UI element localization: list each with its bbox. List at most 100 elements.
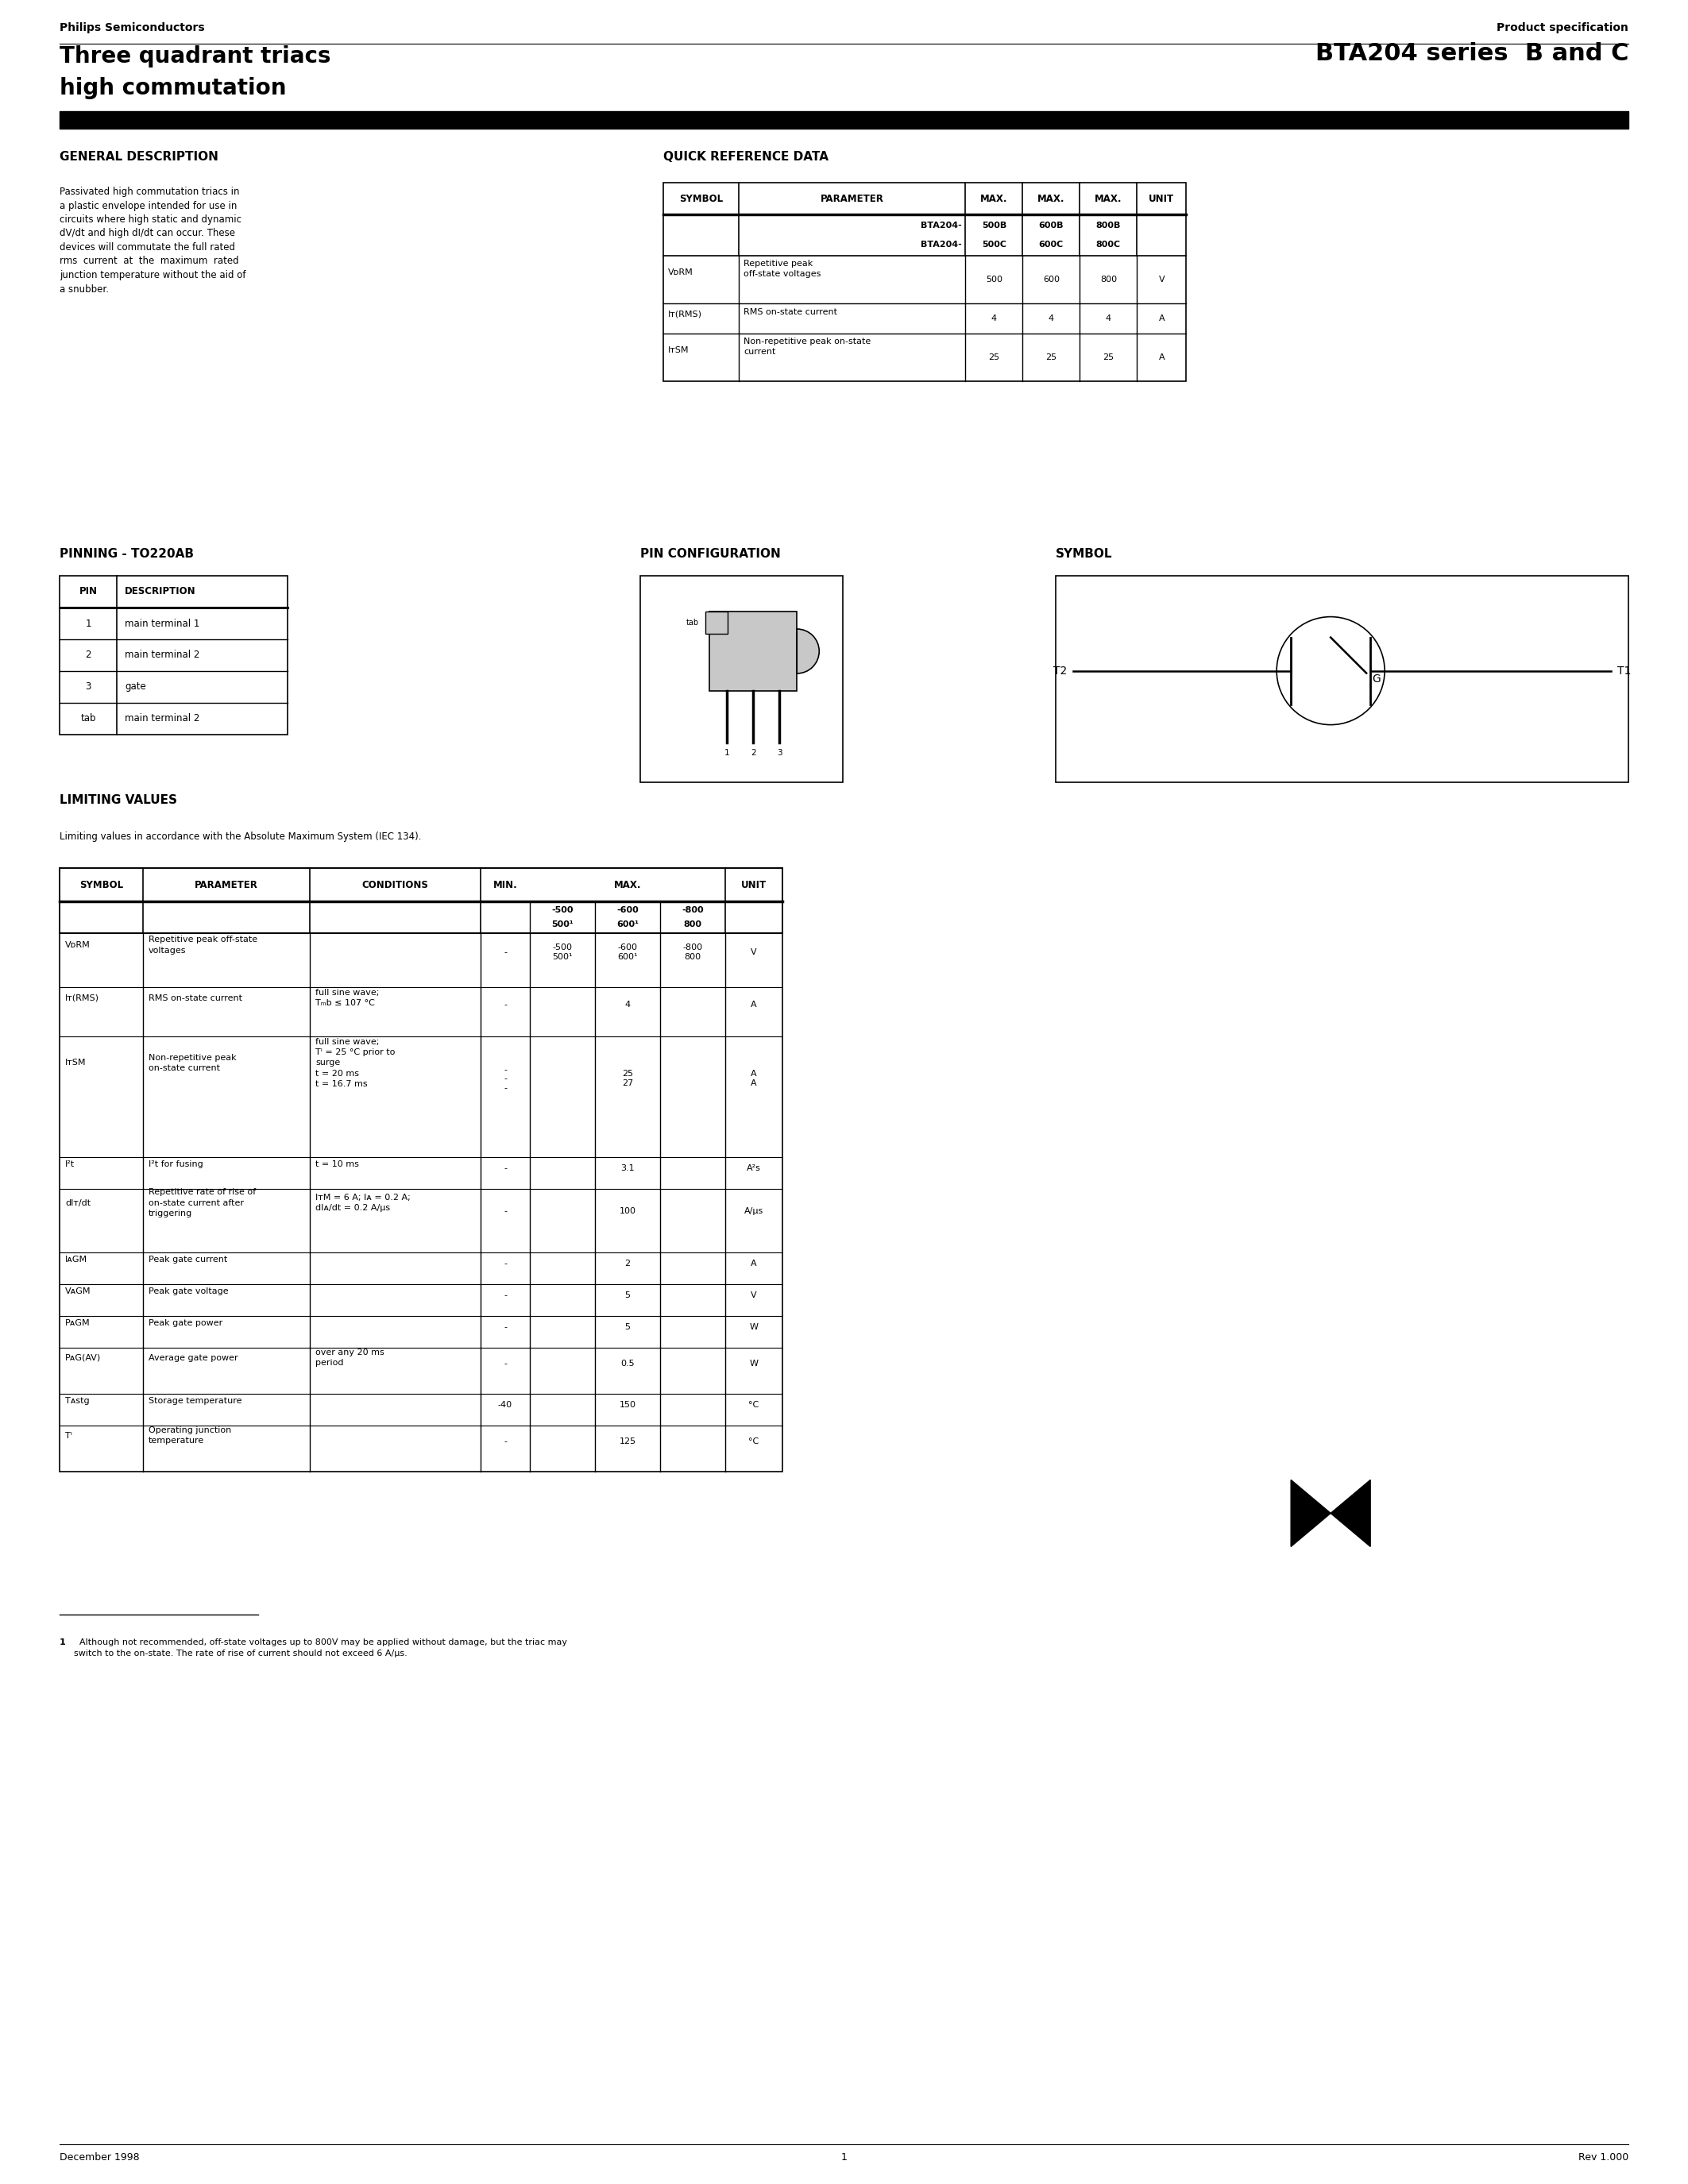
- Text: -: -: [503, 1361, 506, 1367]
- Text: PᴀG(AV): PᴀG(AV): [66, 1354, 101, 1363]
- Text: t = 10 ms: t = 10 ms: [316, 1160, 360, 1168]
- Text: 1: 1: [724, 749, 729, 758]
- Text: -: -: [503, 1164, 506, 1173]
- Text: MAX.: MAX.: [1038, 194, 1065, 203]
- Bar: [709, 612, 797, 690]
- Text: Three quadrant triacs: Three quadrant triacs: [59, 46, 331, 68]
- Text: full sine wave;
Tᴵ = 25 °C prior to
surge
t = 20 ms
t = 16.7 ms: full sine wave; Tᴵ = 25 °C prior to surg…: [316, 1037, 395, 1088]
- Text: 1: 1: [84, 618, 91, 629]
- Text: T1: T1: [1617, 666, 1631, 677]
- Text: Non-repetitive peak on-state
current: Non-repetitive peak on-state current: [744, 339, 871, 356]
- Text: Storage temperature: Storage temperature: [149, 1398, 241, 1404]
- Text: Repetitive rate of rise of
on-state current after
triggering: Repetitive rate of rise of on-state curr…: [149, 1188, 257, 1216]
- Text: °C: °C: [748, 1437, 760, 1446]
- Text: full sine wave;
Tₘb ≤ 107 °C: full sine wave; Tₘb ≤ 107 °C: [316, 989, 380, 1007]
- Bar: [640, 577, 842, 782]
- Text: Peak gate voltage: Peak gate voltage: [149, 1286, 228, 1295]
- Text: Passivated high commutation triacs in
a plastic envelope intended for use in
cir: Passivated high commutation triacs in a …: [59, 186, 246, 295]
- Text: -600
600¹: -600 600¹: [618, 943, 638, 961]
- Text: MAX.: MAX.: [1096, 194, 1123, 203]
- Text: CONDITIONS: CONDITIONS: [361, 880, 429, 889]
- Text: W: W: [749, 1324, 758, 1330]
- Text: Operating junction
temperature: Operating junction temperature: [149, 1426, 231, 1446]
- Text: BTA204 series  B and C: BTA204 series B and C: [1315, 41, 1629, 66]
- Text: IᴛSM: IᴛSM: [668, 347, 689, 354]
- Text: Peak gate power: Peak gate power: [149, 1319, 223, 1328]
- Text: A
A: A A: [751, 1070, 756, 1088]
- Text: 3.1: 3.1: [621, 1164, 635, 1173]
- Text: main terminal 2: main terminal 2: [125, 714, 199, 723]
- Text: Rev 1.000: Rev 1.000: [1578, 2151, 1629, 2162]
- Text: -500
500¹: -500 500¹: [552, 943, 572, 961]
- Text: V: V: [751, 948, 756, 957]
- Wedge shape: [797, 629, 819, 673]
- Text: UNIT: UNIT: [1150, 194, 1175, 203]
- Text: Iᴛ(RMS): Iᴛ(RMS): [668, 310, 702, 319]
- Text: V: V: [751, 1291, 756, 1299]
- Text: -600: -600: [616, 906, 638, 915]
- Text: 4: 4: [1106, 314, 1111, 323]
- Text: I²t: I²t: [66, 1160, 74, 1168]
- Text: SYMBOL: SYMBOL: [79, 880, 123, 889]
- Text: 150: 150: [619, 1400, 636, 1409]
- Text: 4: 4: [625, 1000, 630, 1009]
- Text: 2: 2: [84, 651, 91, 660]
- Text: IᴀGM: IᴀGM: [66, 1256, 88, 1262]
- Bar: [59, 111, 1629, 129]
- Text: V: V: [1158, 275, 1165, 284]
- Text: over any 20 ms
period: over any 20 ms period: [316, 1350, 385, 1367]
- Text: A: A: [1158, 354, 1165, 360]
- Text: PᴀGM: PᴀGM: [66, 1319, 89, 1328]
- Text: 100: 100: [619, 1208, 636, 1214]
- Text: 5: 5: [625, 1291, 630, 1299]
- Text: -: -: [503, 1260, 506, 1267]
- Text: 5: 5: [625, 1324, 630, 1330]
- Text: gate: gate: [125, 681, 145, 692]
- Text: 600: 600: [1043, 275, 1060, 284]
- Text: T2: T2: [1053, 666, 1067, 677]
- Text: UNIT: UNIT: [741, 880, 766, 889]
- Text: 2: 2: [751, 749, 756, 758]
- Text: IᴛM = 6 A; Iᴀ = 0.2 A;
dIᴀ/dt = 0.2 A/μs: IᴛM = 6 A; Iᴀ = 0.2 A; dIᴀ/dt = 0.2 A/μs: [316, 1195, 410, 1212]
- Text: 25: 25: [1102, 354, 1114, 360]
- Text: 25: 25: [989, 354, 999, 360]
- Text: December 1998: December 1998: [59, 2151, 140, 2162]
- Text: SYMBOL: SYMBOL: [679, 194, 722, 203]
- Text: Peak gate current: Peak gate current: [149, 1256, 228, 1262]
- Text: tab: tab: [81, 714, 96, 723]
- Text: 800: 800: [684, 919, 702, 928]
- Text: RMS on-state current: RMS on-state current: [744, 308, 837, 317]
- Bar: [663, 183, 1187, 382]
- Text: main terminal 1: main terminal 1: [125, 618, 199, 629]
- Text: tab: tab: [687, 618, 699, 627]
- Text: 500C: 500C: [982, 240, 1006, 249]
- Text: Repetitive peak off-state
voltages: Repetitive peak off-state voltages: [149, 935, 258, 954]
- Text: Tᴵ: Tᴵ: [66, 1433, 73, 1439]
- Text: 500: 500: [986, 275, 1003, 284]
- Text: PIN: PIN: [79, 587, 98, 596]
- Text: 125: 125: [619, 1437, 636, 1446]
- Text: 3: 3: [776, 749, 782, 758]
- Text: 25: 25: [1045, 354, 1057, 360]
- Text: -800: -800: [682, 906, 704, 915]
- Bar: [1055, 577, 1629, 782]
- Text: -: -: [503, 1208, 506, 1214]
- Text: 500¹: 500¹: [552, 919, 574, 928]
- Text: -
-
-: - - -: [503, 1066, 506, 1092]
- Text: 600C: 600C: [1038, 240, 1063, 249]
- Text: 500B: 500B: [982, 221, 1006, 229]
- Text: Tᴀstg: Tᴀstg: [66, 1398, 89, 1404]
- Text: Repetitive peak
off-state voltages: Repetitive peak off-state voltages: [744, 260, 820, 277]
- Text: A²s: A²s: [746, 1164, 761, 1173]
- Text: high commutation: high commutation: [59, 76, 287, 98]
- Text: Average gate power: Average gate power: [149, 1354, 238, 1363]
- Text: 1: 1: [841, 2151, 847, 2162]
- Text: °C: °C: [748, 1400, 760, 1409]
- Text: PINNING - TO220AB: PINNING - TO220AB: [59, 548, 194, 559]
- Text: 2: 2: [625, 1260, 630, 1267]
- Text: main terminal 2: main terminal 2: [125, 651, 199, 660]
- Text: 3: 3: [84, 681, 91, 692]
- Text: -800
800: -800 800: [682, 943, 702, 961]
- Text: SYMBOL: SYMBOL: [1055, 548, 1112, 559]
- Text: -: -: [503, 1437, 506, 1446]
